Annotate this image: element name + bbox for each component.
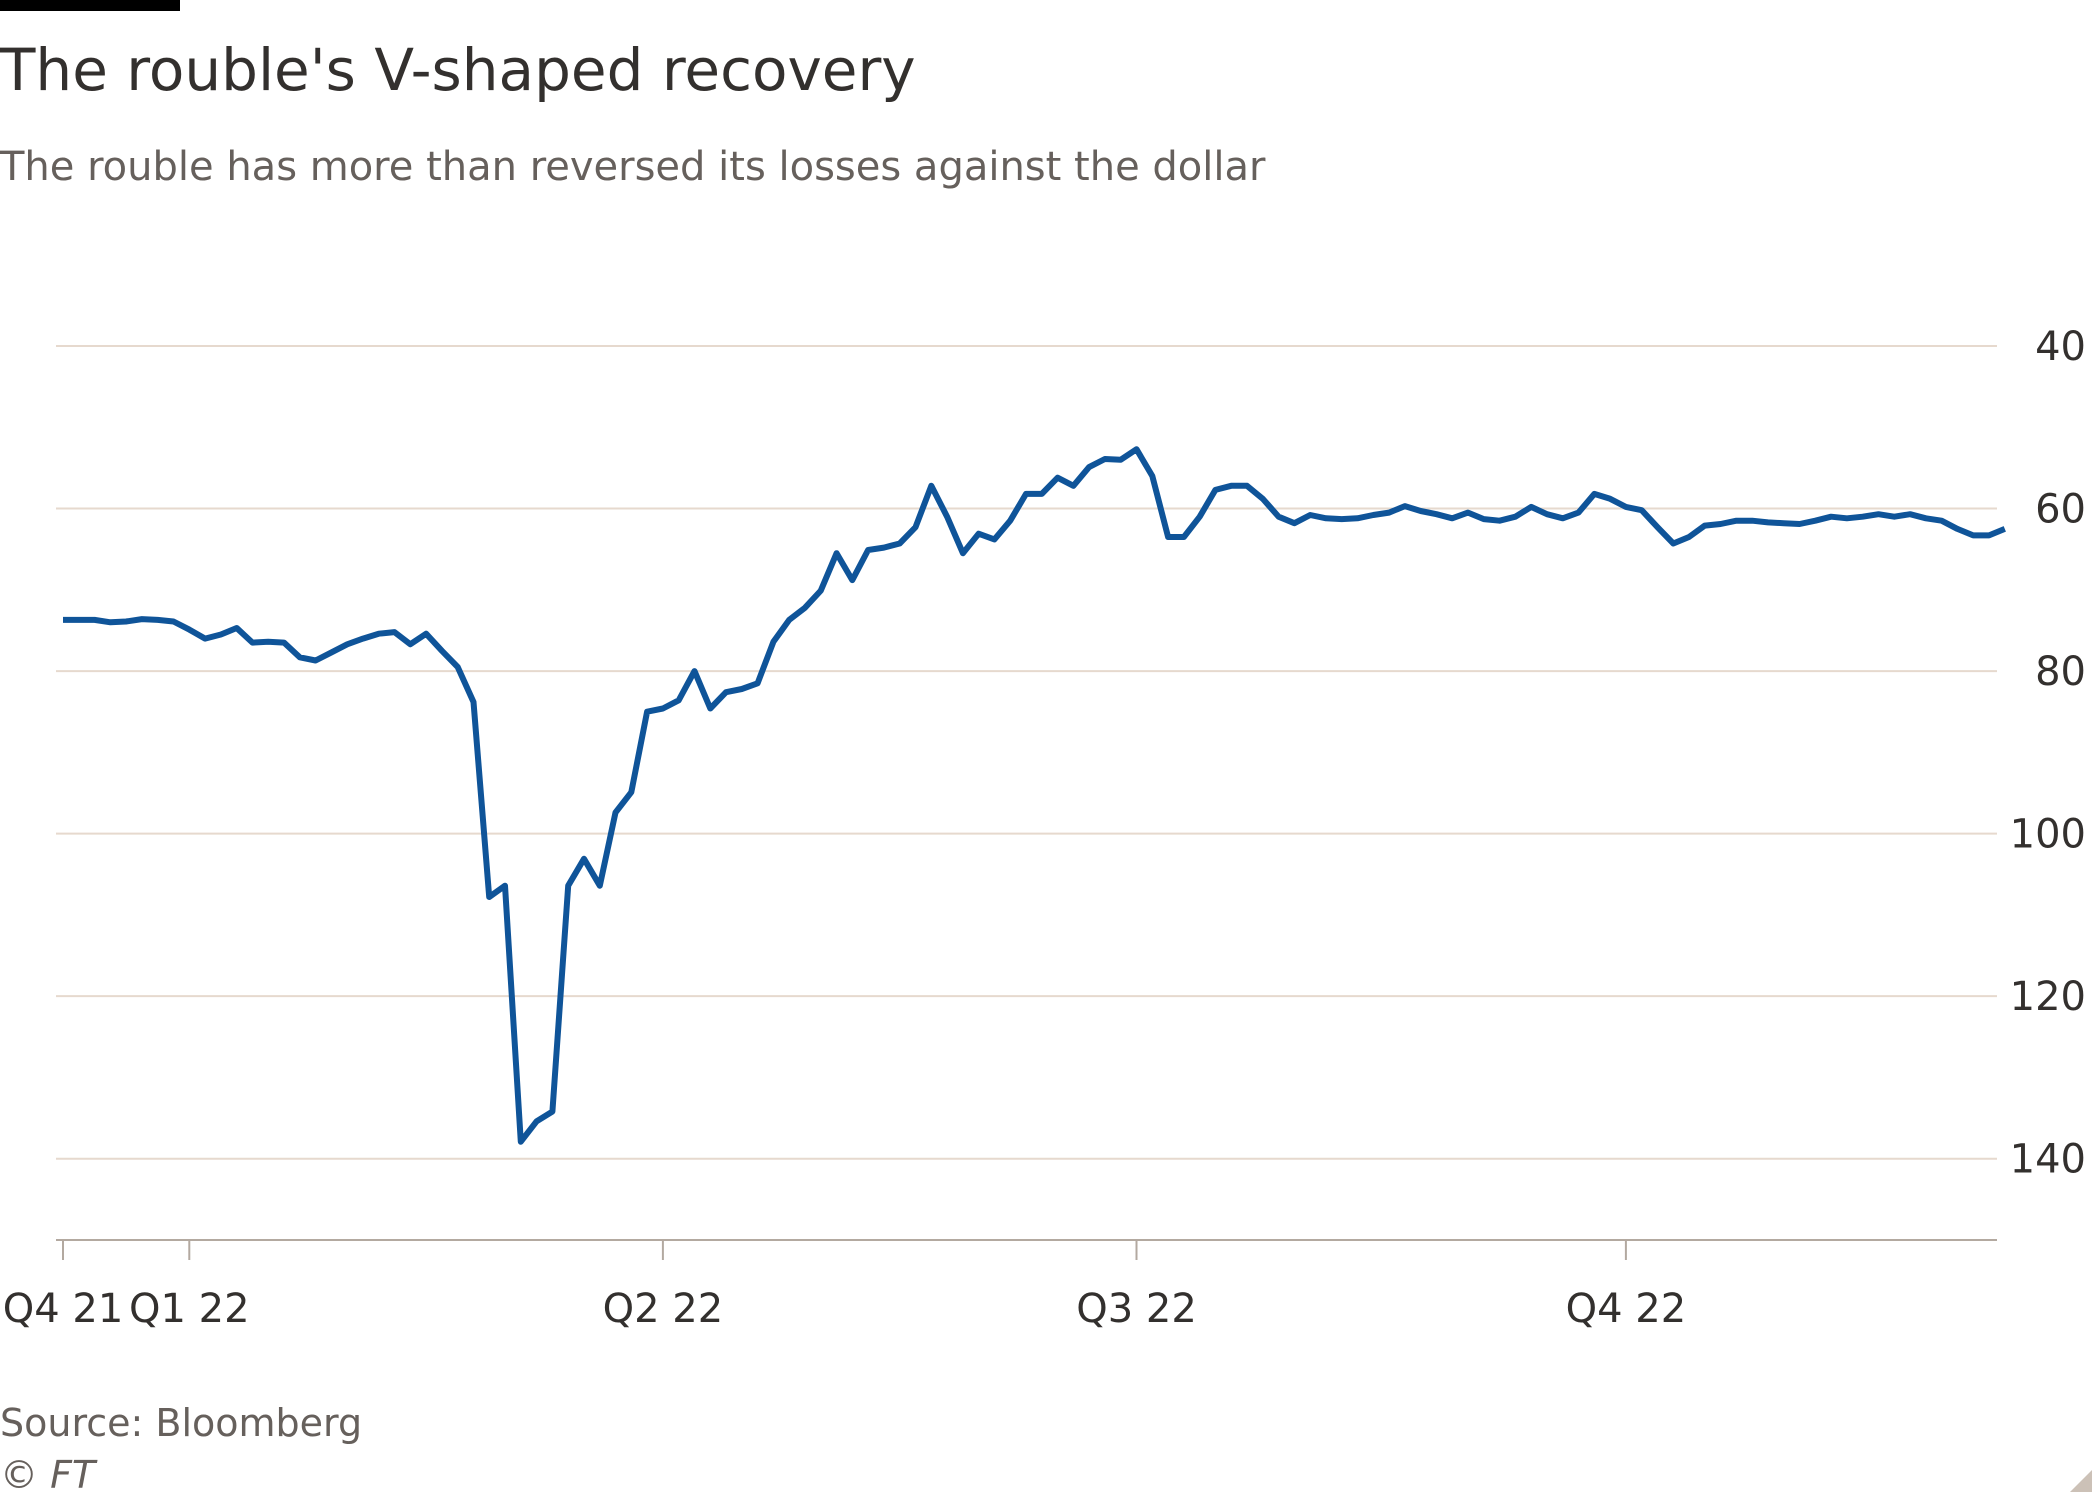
x-tick-label: Q4 21 <box>3 1286 124 1332</box>
header-bar <box>0 0 180 11</box>
y-tick-label: 120 <box>2010 974 2086 1020</box>
x-tick-label: Q2 22 <box>603 1286 724 1332</box>
plot <box>63 446 2006 1145</box>
y-tick-label: 60 <box>2035 487 2086 533</box>
x-tick-label: Q1 22 <box>129 1286 250 1332</box>
data-line <box>63 446 2006 1145</box>
chart-subtitle: The rouble has more than reversed its lo… <box>0 144 1266 190</box>
y-tick-label: 100 <box>2010 812 2086 858</box>
chart-title: The rouble's V-shaped recovery <box>0 36 916 104</box>
y-tick-label: 80 <box>2035 649 2086 695</box>
grid: 40 60 80 100 120 140 Q4 21 Q1 22 Q2 22 Q3 22 Q4 22 <box>3 324 2086 1332</box>
source: Source: Bloomberg <box>0 1401 362 1445</box>
y-tick-label: 40 <box>2035 324 2086 370</box>
y-tick-label: 140 <box>2010 1137 2086 1183</box>
x-tick-label: Q4 22 <box>1566 1286 1687 1332</box>
x-tick-label: Q3 22 <box>1076 1286 1197 1332</box>
copyright: © FT <box>0 1453 98 1497</box>
resize-icon <box>2070 1470 2092 1492</box>
